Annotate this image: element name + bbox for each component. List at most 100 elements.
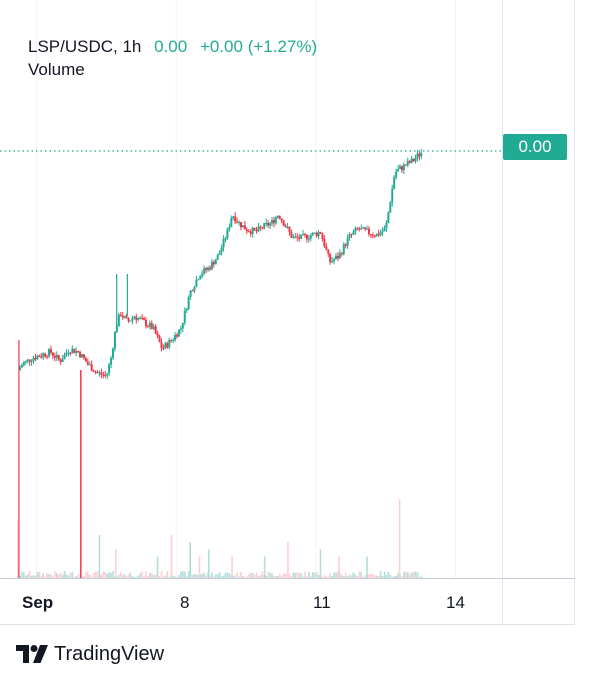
candle-body-108 bbox=[228, 226, 231, 230]
candle-body-96 bbox=[205, 268, 208, 271]
candle-body-194 bbox=[395, 171, 398, 178]
candle-body-40 bbox=[96, 371, 99, 373]
volume-bar-67 bbox=[149, 572, 151, 578]
volume-bar-114 bbox=[240, 571, 242, 578]
volume-bar-206 bbox=[418, 576, 421, 578]
volume-label[interactable]: Volume bbox=[28, 60, 85, 79]
candle-body-93 bbox=[199, 276, 202, 280]
candle-body-111 bbox=[234, 216, 237, 222]
candle-body-52 bbox=[119, 314, 122, 316]
candle-body-51 bbox=[117, 314, 120, 327]
candle-body-5 bbox=[28, 359, 31, 362]
volume-bar-42 bbox=[100, 574, 103, 578]
volume-bar-110 bbox=[232, 575, 235, 578]
volume-bar-111 bbox=[234, 575, 236, 578]
volume-bar-134 bbox=[278, 574, 281, 578]
symbol-label[interactable]: LSP/USDC, 1h bbox=[28, 37, 142, 56]
volume-bar-181 bbox=[370, 574, 372, 578]
volume-bar-152 bbox=[313, 573, 316, 578]
candle-body-178 bbox=[364, 227, 367, 230]
volume-bar-53 bbox=[121, 574, 124, 578]
volume-bar-47 bbox=[110, 572, 112, 578]
brand-name: TradingView bbox=[54, 642, 165, 665]
candle-body-155 bbox=[319, 232, 322, 234]
volume-bar-69 bbox=[152, 574, 155, 578]
candle-body-152 bbox=[313, 232, 316, 234]
candle-body-56 bbox=[127, 318, 130, 322]
candle-body-105 bbox=[222, 238, 225, 248]
candle-body-81 bbox=[176, 334, 179, 337]
candle-body-15 bbox=[48, 349, 51, 357]
candle-body-188 bbox=[383, 228, 386, 232]
volume-bar-168 bbox=[344, 572, 347, 578]
volume-bar-45 bbox=[106, 573, 108, 578]
candle-body-59 bbox=[133, 316, 136, 318]
candle-body-148 bbox=[305, 234, 308, 240]
volume-bar-108 bbox=[228, 573, 231, 578]
candle-body-126 bbox=[263, 223, 266, 229]
volume-bar-141 bbox=[292, 572, 295, 578]
candle-body-38 bbox=[92, 370, 95, 372]
candle-body-75 bbox=[164, 343, 167, 349]
volume-bar-182 bbox=[372, 573, 374, 578]
volume-bar-113 bbox=[238, 576, 240, 578]
candle-body-100 bbox=[212, 261, 215, 265]
candle-body-58 bbox=[131, 317, 134, 321]
volume-bar-58 bbox=[131, 576, 134, 578]
candle-body-86 bbox=[185, 308, 188, 311]
volume-bar-61 bbox=[137, 575, 140, 578]
volume-bar-159 bbox=[327, 576, 330, 578]
volume-bar-148 bbox=[306, 576, 308, 578]
candle-body-62 bbox=[139, 318, 142, 320]
candle-body-66 bbox=[146, 326, 149, 328]
candle-body-27 bbox=[71, 348, 74, 353]
volume-bar-37 bbox=[90, 576, 93, 578]
volume-bar-89 bbox=[191, 575, 194, 578]
candle-body-141 bbox=[292, 237, 295, 239]
candle-body-182 bbox=[371, 234, 374, 236]
candle-body-22 bbox=[61, 359, 64, 363]
volume-bar-54 bbox=[123, 574, 126, 578]
volume-bar-180 bbox=[368, 574, 370, 578]
volume-bar-59 bbox=[133, 576, 136, 578]
chart-canvas[interactable] bbox=[0, 0, 575, 625]
volume-bar-7 bbox=[32, 575, 35, 578]
volume-bar-28 bbox=[73, 576, 76, 578]
candle-body-85 bbox=[183, 310, 186, 323]
candle-body-160 bbox=[329, 253, 332, 263]
volume-spike-13 bbox=[366, 556, 368, 578]
tradingview-logo[interactable]: TradingView bbox=[16, 640, 164, 668]
volume-bar-56 bbox=[127, 573, 130, 578]
volume-bar-125 bbox=[261, 571, 264, 578]
volume-spike-0 bbox=[17, 520, 19, 578]
volume-bar-94 bbox=[201, 573, 204, 578]
volume-bar-9 bbox=[36, 572, 39, 578]
volume-bar-120 bbox=[251, 573, 254, 578]
candle-body-130 bbox=[271, 220, 274, 224]
candle-body-151 bbox=[311, 232, 314, 236]
volume-bar-150 bbox=[310, 576, 312, 578]
candle-body-154 bbox=[317, 232, 320, 236]
candle-body-99 bbox=[210, 261, 213, 270]
candle-body-192 bbox=[391, 188, 394, 203]
volume-bar-34 bbox=[85, 572, 87, 578]
volume-bar-162 bbox=[333, 572, 335, 578]
volume-bar-4 bbox=[26, 574, 29, 578]
candle-body-84 bbox=[181, 322, 184, 329]
volume-bar-104 bbox=[220, 576, 223, 578]
volume-spike-4 bbox=[170, 535, 173, 578]
volume-bar-66 bbox=[147, 576, 149, 578]
volume-bar-82 bbox=[178, 575, 180, 578]
tradingview-logo-icon bbox=[16, 645, 48, 663]
volume-bar-204 bbox=[414, 571, 417, 578]
volume-bar-99 bbox=[211, 572, 213, 578]
candle-body-170 bbox=[348, 234, 351, 238]
volume-bar-74 bbox=[162, 576, 165, 578]
volume-bar-91 bbox=[195, 574, 198, 578]
volume-bar-29 bbox=[75, 576, 77, 578]
last-price-tag: 0.00 bbox=[503, 134, 567, 160]
volume-bar-48 bbox=[112, 571, 114, 578]
volume-bar-101 bbox=[214, 574, 217, 578]
volume-bar-18 bbox=[54, 571, 56, 578]
candle-body-112 bbox=[236, 221, 239, 223]
